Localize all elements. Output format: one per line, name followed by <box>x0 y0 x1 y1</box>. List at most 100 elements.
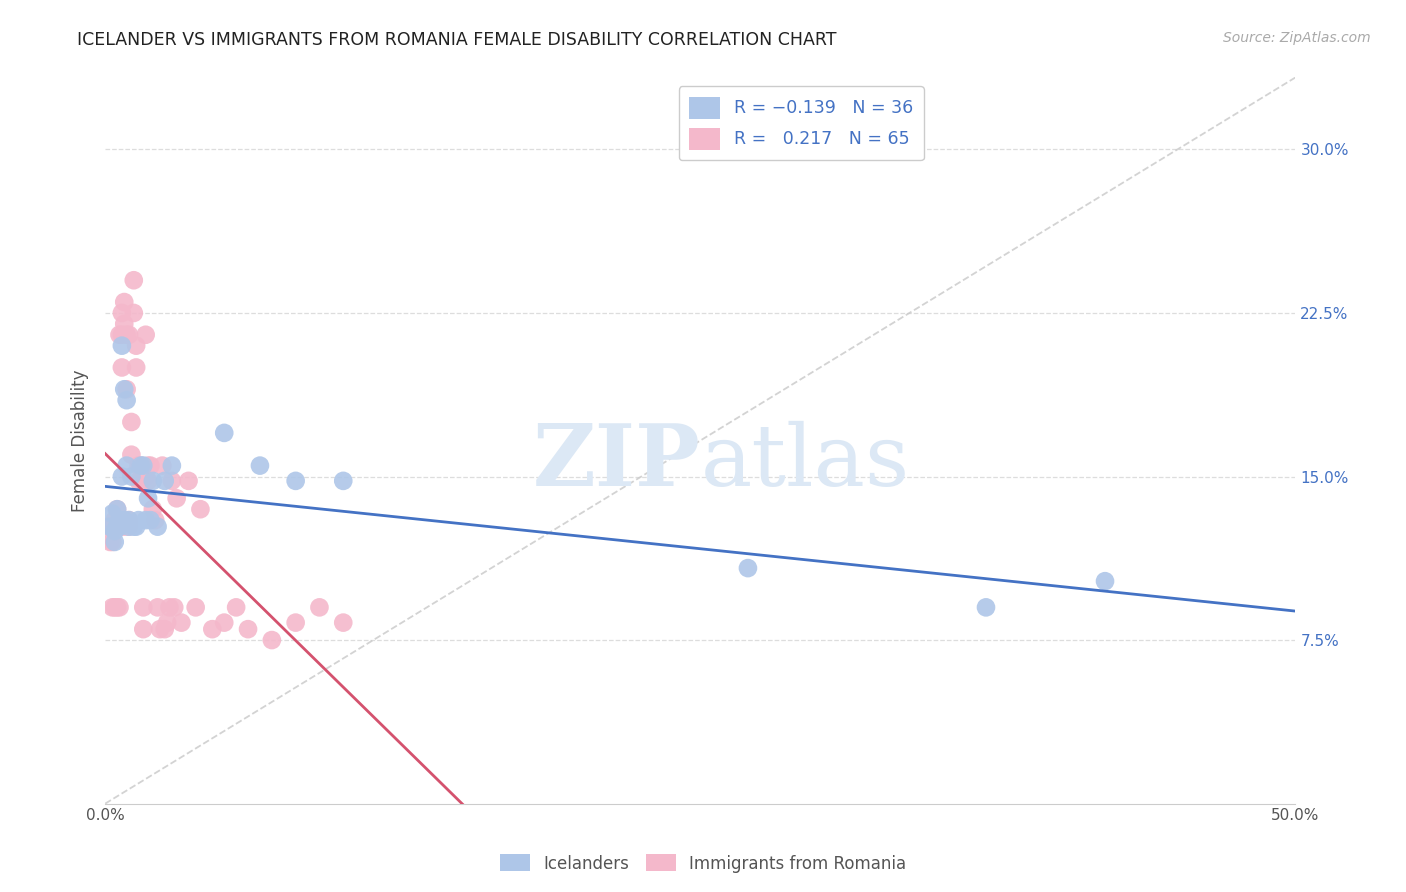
Point <box>135 513 157 527</box>
Point <box>125 339 148 353</box>
Point <box>150 458 173 473</box>
Point <box>122 273 145 287</box>
Point <box>98 535 121 549</box>
Point <box>108 513 131 527</box>
Point <box>212 425 235 440</box>
Point <box>974 600 997 615</box>
Point <box>101 535 124 549</box>
Text: atlas: atlas <box>700 421 910 504</box>
Point <box>166 491 188 506</box>
Point <box>101 600 124 615</box>
Point <box>118 327 141 342</box>
Point <box>146 519 169 533</box>
Point <box>122 306 145 320</box>
Point <box>112 382 135 396</box>
Point <box>139 513 162 527</box>
Point <box>120 415 142 429</box>
Legend: R = −0.139   N = 36, R =   0.217   N = 65: R = −0.139 N = 36, R = 0.217 N = 65 <box>679 87 924 161</box>
Point <box>136 474 159 488</box>
Point <box>163 600 186 615</box>
Point <box>212 615 235 630</box>
Point <box>139 458 162 473</box>
Point <box>112 295 135 310</box>
Point <box>108 513 131 527</box>
Point <box>142 474 165 488</box>
Y-axis label: Female Disability: Female Disability <box>72 369 89 512</box>
Point <box>98 519 121 533</box>
Point <box>129 474 152 488</box>
Point <box>104 519 127 533</box>
Point <box>115 393 138 408</box>
Point <box>332 615 354 630</box>
Point <box>112 513 135 527</box>
Point <box>122 519 145 533</box>
Point <box>111 360 134 375</box>
Point <box>104 513 127 527</box>
Point <box>111 339 134 353</box>
Point <box>284 615 307 630</box>
Text: Source: ZipAtlas.com: Source: ZipAtlas.com <box>1223 31 1371 45</box>
Point <box>118 519 141 533</box>
Point <box>190 502 212 516</box>
Point <box>105 600 128 615</box>
Point <box>737 561 759 575</box>
Text: ZIP: ZIP <box>533 420 700 504</box>
Point <box>129 458 152 473</box>
Point <box>125 360 148 375</box>
Point <box>105 502 128 516</box>
Point <box>160 458 183 473</box>
Point <box>135 327 157 342</box>
Point <box>136 491 159 506</box>
Text: ICELANDER VS IMMIGRANTS FROM ROMANIA FEMALE DISABILITY CORRELATION CHART: ICELANDER VS IMMIGRANTS FROM ROMANIA FEM… <box>77 31 837 49</box>
Point <box>105 519 128 533</box>
Point <box>108 519 131 533</box>
Point <box>111 306 134 320</box>
Point <box>132 622 155 636</box>
Point <box>153 622 176 636</box>
Point <box>105 502 128 516</box>
Point <box>125 519 148 533</box>
Point <box>101 519 124 533</box>
Point <box>260 633 283 648</box>
Point <box>111 327 134 342</box>
Point <box>118 519 141 533</box>
Point <box>146 600 169 615</box>
Point <box>120 448 142 462</box>
Point <box>108 327 131 342</box>
Point <box>142 502 165 516</box>
Point <box>184 600 207 615</box>
Point <box>177 474 200 488</box>
Point <box>308 600 330 615</box>
Point <box>153 474 176 488</box>
Point <box>332 474 354 488</box>
Legend: Icelanders, Immigrants from Romania: Icelanders, Immigrants from Romania <box>494 847 912 880</box>
Point <box>118 513 141 527</box>
Point <box>135 469 157 483</box>
Point <box>1094 574 1116 589</box>
Point <box>170 615 193 630</box>
Point <box>136 458 159 473</box>
Point <box>128 513 150 527</box>
Point <box>249 458 271 473</box>
Point <box>115 458 138 473</box>
Point <box>101 507 124 521</box>
Point <box>132 600 155 615</box>
Point <box>128 458 150 473</box>
Point <box>104 600 127 615</box>
Point <box>159 600 181 615</box>
Point <box>104 535 127 549</box>
Point <box>115 327 138 342</box>
Point <box>160 474 183 488</box>
Point <box>115 382 138 396</box>
Point <box>201 622 224 636</box>
Point <box>284 474 307 488</box>
Point <box>236 622 259 636</box>
Point <box>108 600 131 615</box>
Point <box>105 519 128 533</box>
Point <box>112 519 135 533</box>
Point <box>156 615 179 630</box>
Point <box>104 524 127 538</box>
Point <box>143 513 166 527</box>
Point <box>132 458 155 473</box>
Point <box>128 474 150 488</box>
